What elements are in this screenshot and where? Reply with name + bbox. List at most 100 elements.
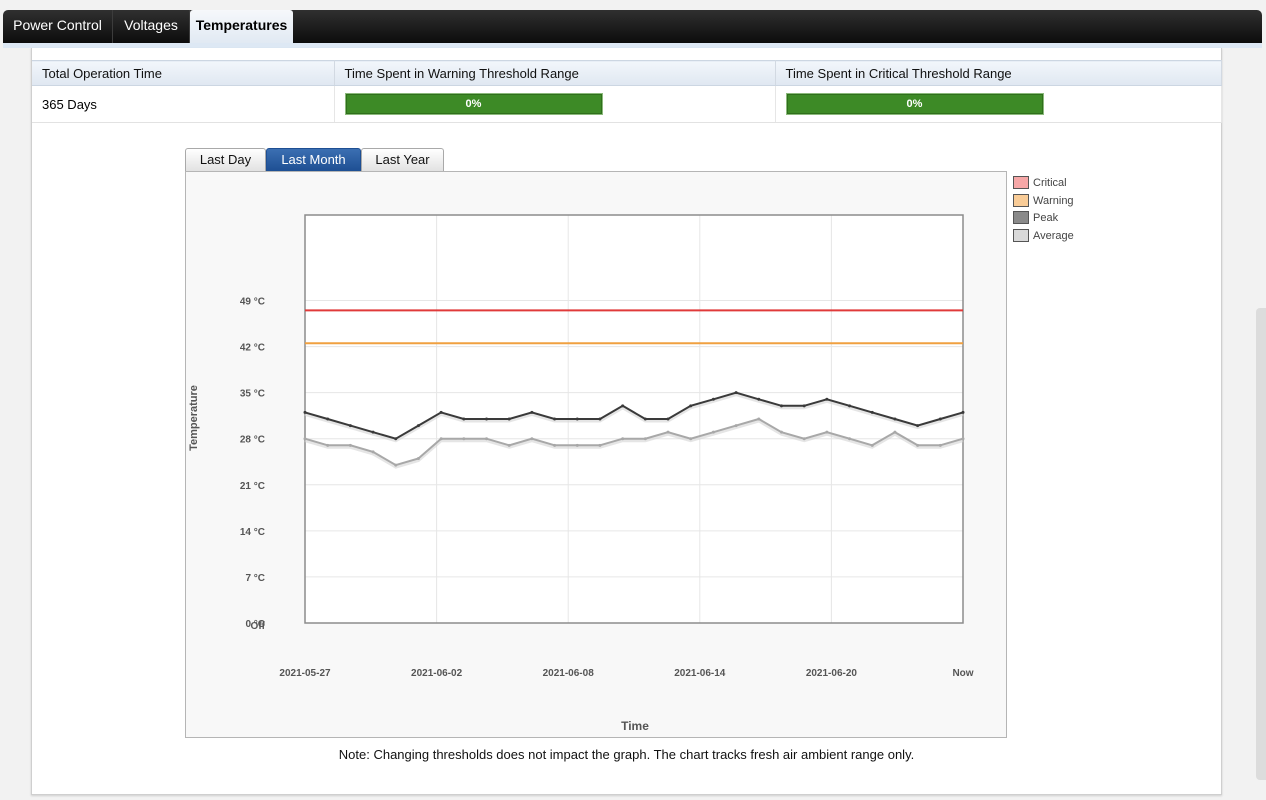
peak-point bbox=[734, 391, 738, 395]
average-point bbox=[598, 443, 602, 447]
peak-point bbox=[371, 430, 375, 434]
average-point bbox=[938, 443, 942, 447]
average-point bbox=[371, 450, 375, 454]
main-tabbar: Power Control Voltages Temperatures bbox=[3, 10, 1262, 46]
peak-series-shadow bbox=[304, 393, 964, 443]
peak-point bbox=[916, 424, 920, 428]
legend-peak-label: Peak bbox=[1033, 212, 1059, 224]
peak-point bbox=[643, 417, 647, 421]
average-point bbox=[439, 437, 443, 441]
peak-point bbox=[598, 417, 602, 421]
chart-legend: Critical Warning Peak Average bbox=[1011, 176, 1074, 246]
average-point bbox=[711, 430, 715, 434]
x-tick-label: Now bbox=[952, 668, 973, 679]
average-point bbox=[416, 456, 420, 460]
peak-point bbox=[462, 417, 466, 421]
y-axis-title: Temperature bbox=[188, 385, 200, 451]
average-point bbox=[507, 443, 511, 447]
tab-power-control[interactable]: Power Control bbox=[3, 10, 113, 43]
x-tick-label: 2021-06-14 bbox=[674, 668, 726, 679]
critical-progress-bar: 0% bbox=[785, 93, 1044, 115]
peak-point bbox=[779, 404, 783, 408]
average-point bbox=[848, 437, 852, 441]
peak-point bbox=[802, 404, 806, 408]
legend-warning-label: Warning bbox=[1033, 194, 1074, 207]
average-point bbox=[689, 437, 693, 441]
legend-critical-label: Critical bbox=[1033, 177, 1067, 189]
header-total-operation-time: Total Operation Time bbox=[32, 60, 335, 86]
peak-point bbox=[825, 397, 829, 401]
average-point bbox=[870, 443, 874, 447]
peak-point bbox=[848, 404, 852, 408]
peak-point bbox=[621, 404, 625, 408]
tab-last-day[interactable]: Last Day bbox=[185, 148, 266, 171]
y-tick-label: 28 °C bbox=[240, 435, 265, 446]
y-tick-label: 7 °C bbox=[245, 573, 265, 584]
tab-temperatures[interactable]: Temperatures bbox=[190, 10, 293, 46]
peak-point bbox=[485, 417, 489, 421]
peak-point bbox=[507, 417, 511, 421]
peak-point bbox=[870, 410, 874, 414]
x-tick-label: 2021-05-27 bbox=[279, 668, 331, 679]
average-point bbox=[643, 437, 647, 441]
legend-warning-swatch bbox=[1013, 193, 1029, 207]
temperature-chart: 0 °C 7 °C 14 °C 21 °C 28 °C 35 °C 42 °C 49 °C Of… bbox=[185, 171, 1007, 738]
x-tick-label: 2021-06-02 bbox=[411, 668, 463, 679]
average-point bbox=[666, 430, 670, 434]
average-point bbox=[553, 443, 557, 447]
average-series-shadow bbox=[304, 419, 964, 469]
legend-peak: Peak bbox=[1011, 211, 1074, 229]
average-point bbox=[734, 424, 738, 428]
tab-last-month[interactable]: Last Month bbox=[266, 148, 361, 171]
header-warning-time: Time Spent in Warning Threshold Range bbox=[334, 60, 776, 86]
x-axis-title: Time bbox=[621, 719, 649, 733]
legend-peak-swatch bbox=[1013, 211, 1029, 224]
chart-note: Note: Changing thresholds does not impac… bbox=[338, 747, 915, 762]
y-tick-label: 14 °C bbox=[240, 527, 265, 538]
threshold-stats-table: Total Operation Time Time Spent in Warni… bbox=[32, 60, 1222, 123]
operation-time-value: 365 Days bbox=[32, 85, 335, 123]
tab-last-year[interactable]: Last Year bbox=[361, 148, 444, 171]
y-tick-label: 21 °C bbox=[240, 481, 265, 492]
legend-average: Average bbox=[1011, 228, 1074, 247]
legend-warning: Warning bbox=[1011, 193, 1074, 212]
plot-area bbox=[305, 215, 963, 623]
peak-point bbox=[416, 424, 420, 428]
tab-voltages[interactable]: Voltages bbox=[113, 10, 190, 43]
peak-point bbox=[689, 404, 693, 408]
peak-point bbox=[348, 424, 352, 428]
average-series-line bbox=[304, 417, 964, 467]
average-point bbox=[893, 430, 897, 434]
average-point bbox=[779, 430, 783, 434]
average-point bbox=[757, 417, 761, 421]
legend-critical-swatch bbox=[1013, 176, 1029, 189]
average-point bbox=[961, 437, 965, 441]
scrollbar[interactable] bbox=[1256, 308, 1266, 780]
average-point bbox=[326, 443, 330, 447]
peak-point bbox=[439, 410, 443, 414]
legend-critical: Critical bbox=[1011, 176, 1074, 194]
header-critical-time: Time Spent in Critical Threshold Range bbox=[775, 60, 1222, 86]
peak-point bbox=[961, 410, 965, 414]
legend-average-swatch bbox=[1013, 228, 1029, 242]
tab-underline bbox=[3, 43, 1262, 48]
chart-svg: 0 °C 7 °C 14 °C 21 °C 28 °C 35 °C 42 °C 49 °C Of… bbox=[188, 214, 974, 733]
y-tick-label: 49 °C bbox=[240, 297, 265, 308]
average-point bbox=[394, 463, 398, 467]
peak-series-line bbox=[304, 391, 964, 440]
y-tick-label: 35 °C bbox=[240, 389, 265, 400]
peak-point bbox=[394, 437, 398, 441]
average-point bbox=[530, 437, 534, 441]
average-point bbox=[303, 437, 307, 441]
peak-point bbox=[575, 417, 579, 421]
y-off-label: Off bbox=[251, 621, 266, 632]
y-tick-label: 42 °C bbox=[240, 343, 265, 354]
average-point bbox=[575, 443, 579, 447]
average-point bbox=[916, 443, 920, 447]
average-point bbox=[462, 437, 466, 441]
average-point bbox=[802, 437, 806, 441]
x-tick-label: 2021-06-08 bbox=[543, 668, 595, 679]
plot-border bbox=[304, 214, 964, 624]
peak-point bbox=[893, 417, 897, 421]
average-point bbox=[621, 437, 625, 441]
